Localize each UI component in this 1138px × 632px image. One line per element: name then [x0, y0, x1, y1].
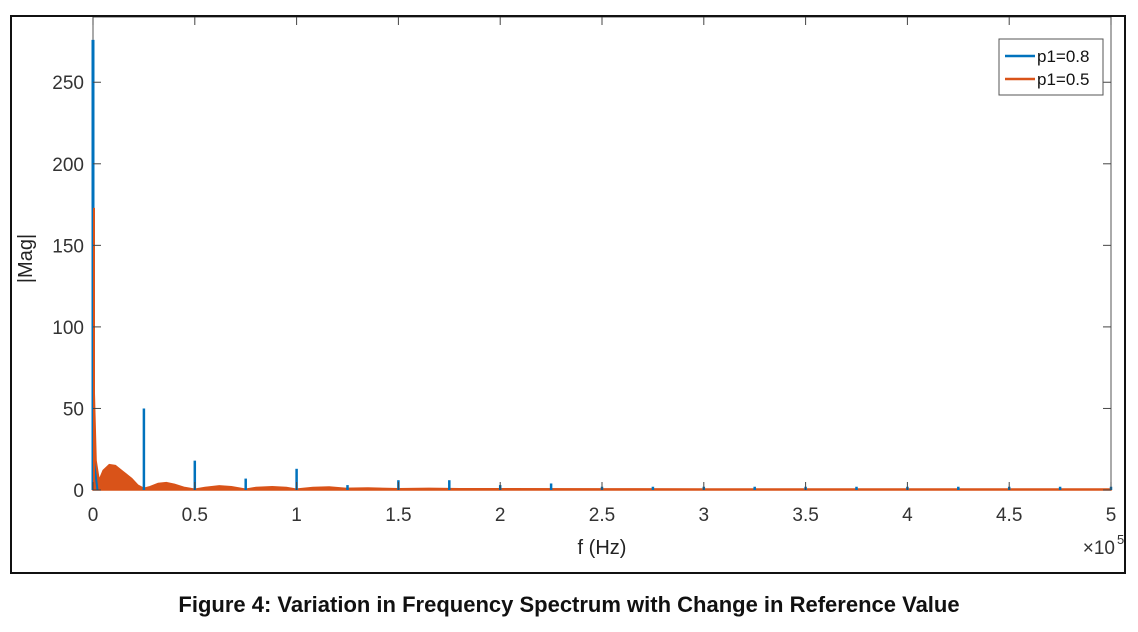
x-tick-label: 3.5: [792, 505, 818, 526]
y-tick-label: 50: [63, 399, 84, 420]
y-tick-label: 100: [52, 318, 84, 339]
x-tick-label: 0.5: [182, 505, 208, 526]
legend-box: [998, 38, 1104, 96]
series-p1-0.5-area: [92, 207, 1112, 491]
figure-frame: 0 0.5 1 1.5 2 2.5 3 3.5 4 4.5 5 0 50 100 150 200 250 f (H…: [10, 15, 1126, 574]
x-tick-label: 1.5: [385, 505, 411, 526]
x-tick-label: 4: [902, 505, 913, 526]
x-tick-label: 5: [1106, 505, 1117, 526]
legend-entry: p1=0.5: [1037, 70, 1089, 89]
x-exponent-power: 5: [1117, 532, 1124, 547]
x-tick-label: 2.5: [589, 505, 615, 526]
y-tick-label: 150: [52, 236, 84, 257]
x-exponent-label: ×10: [1083, 538, 1115, 559]
x-tick-label: 2: [495, 505, 506, 526]
figure-caption: Figure 4: Variation in Frequency Spectru…: [178, 592, 960, 617]
y-axis-label: |Mag|: [15, 234, 37, 283]
y-tick-label: 200: [52, 155, 84, 176]
y-tick-label: 0: [73, 481, 84, 502]
x-axis-label: f (Hz): [578, 537, 627, 559]
axes-box: [92, 17, 1112, 491]
x-tick-label: 0: [88, 505, 99, 526]
legend-entry: p1=0.8: [1037, 47, 1089, 66]
x-tick-label: 1: [291, 505, 302, 526]
y-tick-label: 250: [52, 73, 84, 94]
x-tick-label: 3: [699, 505, 710, 526]
x-tick-label: 4.5: [996, 505, 1022, 526]
